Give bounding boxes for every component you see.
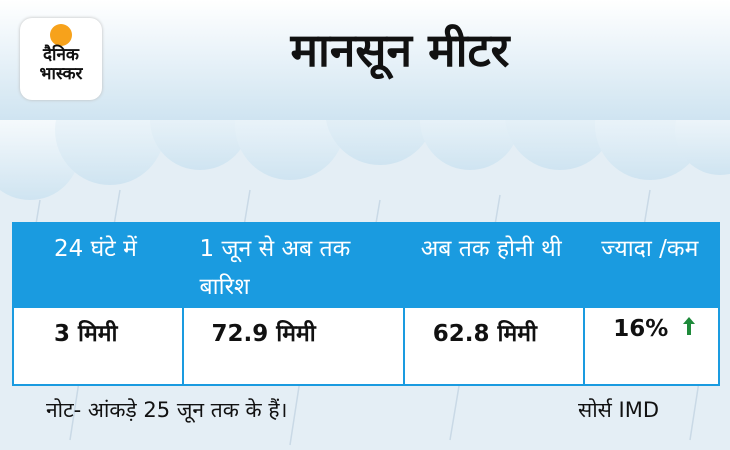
logo-text: भास्कर bbox=[39, 64, 83, 84]
header-cell: 1 जून से अब तक बारिश bbox=[181, 222, 405, 308]
logo: दैनिक भास्कर bbox=[20, 18, 102, 100]
cell-text: 3 मिमी bbox=[54, 321, 118, 347]
logo-sun bbox=[50, 24, 72, 46]
cell: 16% bbox=[583, 306, 720, 386]
source: सोर्स IMD bbox=[578, 398, 659, 422]
header-cell: 24 घंटे में bbox=[12, 222, 184, 308]
cell: 72.9 मिमी bbox=[181, 306, 405, 386]
header-cell: ज्यादा /कम bbox=[583, 222, 720, 308]
clouds bbox=[0, 0, 730, 200]
data-row: 3 मिमी 72.9 मिमी 62.8 मिमी 16% bbox=[12, 306, 720, 386]
cell: 62.8 मिमी bbox=[402, 306, 586, 386]
up-arrow bbox=[683, 317, 696, 335]
header-cell: अब तक होनी थी bbox=[402, 222, 586, 308]
logo-text: दैनिक bbox=[43, 45, 79, 65]
cell-text: 16% bbox=[613, 316, 669, 342]
header-row: 24 घंटे में 1 जून से अब तक बारिश अब तक ह… bbox=[12, 222, 720, 308]
note: नोट- आंकड़े 25 जून तक के हैं। bbox=[46, 398, 288, 422]
cell-text: 62.8 मिमी bbox=[432, 321, 537, 347]
title: मानसून मीटर bbox=[290, 23, 510, 77]
cell-text: 72.9 मिमी bbox=[211, 321, 316, 347]
data-table: 24 घंटे में 1 जून से अब तक बारिश अब तक ह… bbox=[12, 222, 720, 386]
cell: 3 मिमी bbox=[12, 306, 184, 386]
